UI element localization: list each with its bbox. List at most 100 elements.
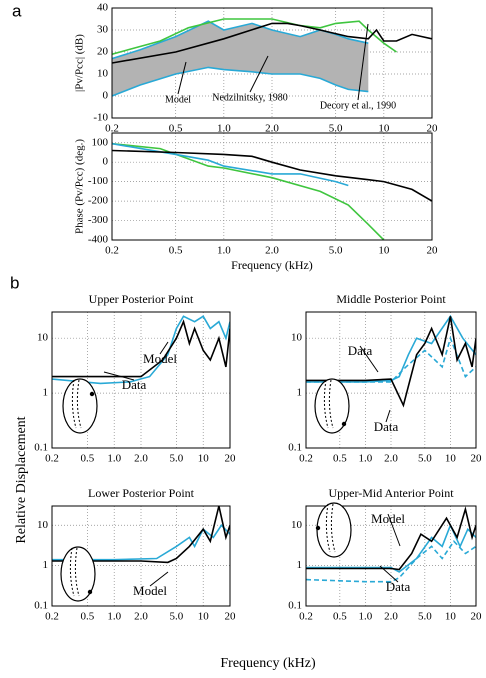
x-tick-label: 2.0 [265,123,279,135]
series-line [52,319,230,378]
series-line [306,506,476,571]
x-tick-label: 1.0 [217,123,231,135]
x-tick-label: 20 [225,453,237,465]
x-tick-label: 0.2 [45,453,59,465]
annotation-arrow [387,513,401,547]
annotation: Data [386,579,411,594]
annotation-arrow [149,571,169,587]
chart-title: Lower Posterior Point [88,486,195,500]
x-tick-label: 0.2 [299,453,313,465]
x-tick-label: 1.0 [359,611,373,623]
y-tick-label: 10 [37,332,49,344]
x-tick-label: 2.0 [134,453,148,465]
x-tick-label: 5.0 [418,611,432,623]
annotation: Data [374,419,399,434]
x-tick-label: 0.5 [169,245,183,257]
y-tick-label: 0 [103,156,109,168]
band-edge [112,66,369,97]
plot-frame [111,7,433,119]
y-tick-label: 0.1 [34,442,48,454]
annotation: Model [143,351,177,366]
annotation-arrow [159,341,169,355]
series-line [112,22,432,64]
inset-dot [341,421,347,427]
x-tick-label: 0.2 [299,611,313,623]
y-tick-label: 1 [297,387,303,399]
chart-title: Middle Posterior Point [336,292,446,306]
x-axis-label: Frequency (kHz) [220,656,316,671]
x-axis-label: Frequency (kHz) [231,258,313,272]
x-tick-label: 1.0 [217,245,231,257]
band [112,21,369,97]
plot-frame [111,132,433,241]
inset-outline [316,502,352,558]
x-tick-label: 5.0 [329,123,343,135]
x-tick-label: 10 [445,453,457,465]
plot-frame [51,311,231,449]
inset-path [69,547,80,597]
annotation: Nedzilnitsky, 1980 [212,92,287,103]
chart-title: Upper Posterior Point [89,292,194,306]
inset-outline [60,546,96,602]
x-tick-label: 10 [198,611,210,623]
series-line [306,316,476,408]
y-tick-label: 10 [97,68,109,80]
annotation: Data [348,343,373,358]
annotation-arrow [379,565,399,583]
plot-area [52,315,230,385]
y-tick-label: -200 [88,195,109,207]
inset-path [323,379,334,429]
x-tick-label: 10 [445,611,457,623]
series-line [52,315,230,385]
x-tick-label: 0.5 [81,453,95,465]
y-tick-label: -10 [93,112,108,124]
x-tick-label: 2.0 [265,245,279,257]
x-tick-label: 0.2 [105,245,119,257]
x-tick-label: 1.0 [107,611,121,623]
x-tick-label: 0.2 [45,611,59,623]
plot-area [306,506,476,583]
inset-dot [315,525,321,531]
plot-area [52,506,230,564]
annotation: Decory et al., 1990 [320,100,396,111]
x-tick-label: 10 [378,245,390,257]
annotation: Data [122,377,147,392]
y-axis-label: Phase (Pv/Pcc) (deg.) [74,139,86,234]
series-line [112,142,385,240]
x-tick-label: 1.0 [107,453,121,465]
annotation: Model [165,94,191,105]
annotation-arrow [357,23,369,101]
x-tick-label: 2.0 [134,611,148,623]
plot-frame [305,311,477,449]
y-tick-label: 1 [297,559,303,571]
y-tick-label: 30 [97,24,109,36]
y-tick-label: 20 [97,46,109,58]
x-tick-label: 0.5 [81,611,95,623]
x-tick-label: 20 [471,611,483,623]
series-line [306,540,476,583]
y-tick-label: 10 [291,332,303,344]
plot-area [112,142,432,240]
y-tick-label: 1 [43,387,49,399]
inset-dot [87,589,93,595]
series-line [306,314,476,383]
annotation: Model [371,511,405,526]
y-tick-label: -400 [88,234,109,246]
x-tick-label: 20 [471,453,483,465]
x-tick-label: 0.5 [169,123,183,135]
x-tick-label: 10 [378,123,390,135]
y-tick-label: 10 [37,519,49,531]
plot-area [112,18,432,97]
annotation-arrow [359,345,379,373]
panel-label: a [12,1,22,20]
inset-outline [62,378,98,434]
plot-frame [305,505,477,607]
series-line [306,523,476,573]
inset-dot [89,391,95,397]
plot-area [306,314,476,408]
x-tick-label: 20 [427,245,439,257]
x-tick-label: 2.0 [384,453,398,465]
plot-frame [51,505,231,607]
y-tick-label: -300 [88,214,109,226]
